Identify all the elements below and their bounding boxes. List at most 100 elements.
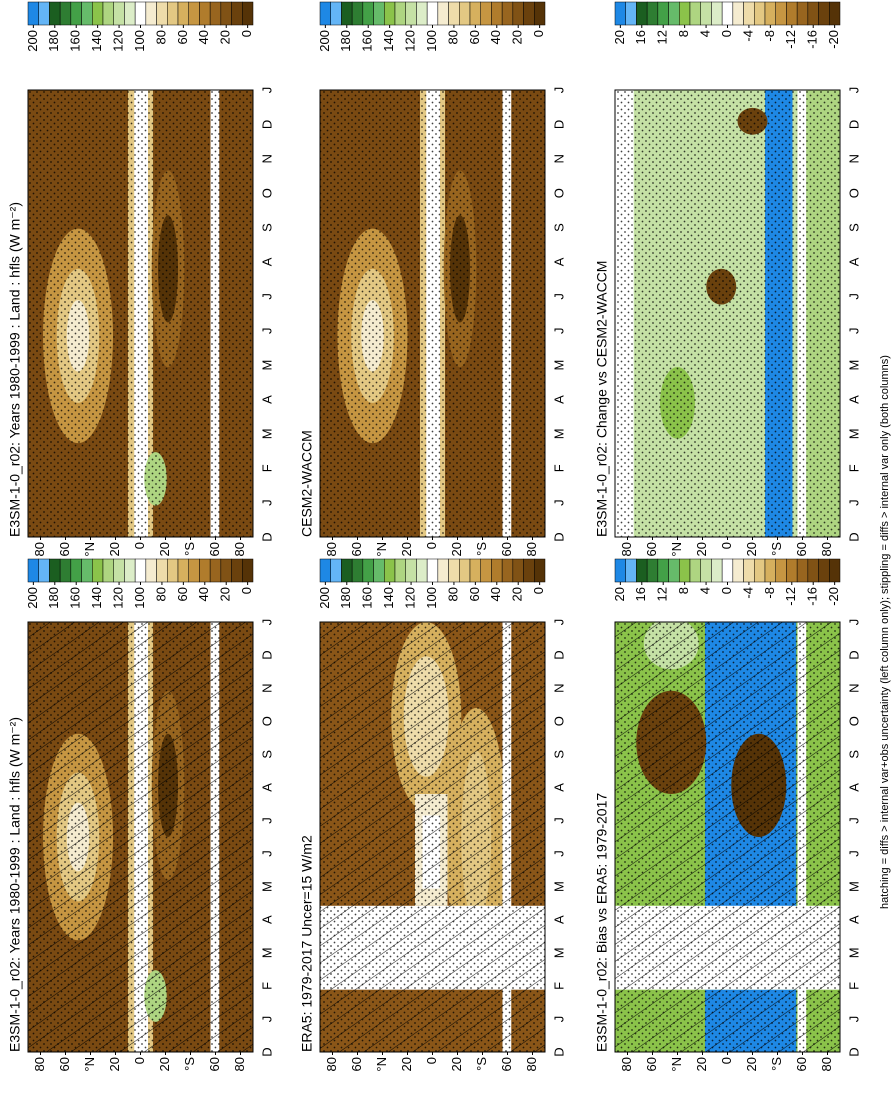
x-tick-label: A [551, 915, 566, 924]
colorbar-tick-label: 20 [218, 587, 233, 601]
x-tick-label: A [551, 395, 566, 404]
x-tick-label: J [551, 817, 566, 824]
x-tick-label: J [551, 619, 566, 626]
x-tick-label: J [259, 817, 274, 824]
contour-field [320, 622, 545, 1052]
colorbar-box [81, 1, 93, 26]
x-tick-label: J [259, 293, 274, 300]
panel-title: E3SM-1-0_r02: Years 1980-1999 : Land : h… [7, 202, 23, 537]
colorbar-tick-label: -8 [762, 587, 777, 599]
colorbar-box [167, 1, 179, 26]
y-tick-label: 60 [57, 1057, 72, 1071]
colorbar-box [480, 558, 492, 583]
stippling [615, 90, 840, 537]
x-tick-label: J [259, 619, 274, 626]
colorbar-box [469, 558, 481, 583]
colorbar-tick-label: 120 [403, 587, 418, 609]
x-tick-label: M [846, 360, 861, 371]
x-tick-label: A [259, 783, 274, 792]
colorbar-box [754, 558, 766, 583]
x-tick-label: D [551, 1047, 566, 1056]
x-tick-label: D [551, 120, 566, 129]
colorbar-tick-label: 160 [360, 587, 375, 609]
colorbar-box [764, 1, 776, 26]
colorbar-tick-label: 0 [239, 587, 254, 594]
colorbar-tick-label: -20 [826, 30, 841, 49]
y-tick-label: 80 [819, 542, 834, 556]
colorbar-tick-label: 40 [196, 30, 211, 44]
colorbar-tick-label: -4 [740, 587, 755, 599]
colorbar-tick-label: -12 [783, 587, 798, 606]
y-tick-label: 80 [232, 542, 247, 556]
y-tick-label: 20 [107, 542, 122, 556]
colorbar-box [341, 1, 353, 26]
stippling [28, 90, 253, 537]
colorbar-tick-label: 4 [698, 587, 713, 594]
colorbar-tick-label: 16 [633, 30, 648, 44]
colorbar-box [81, 558, 93, 583]
colorbar-box [775, 558, 787, 583]
colorbar-box [394, 558, 406, 583]
colorbar-tick-label: 0 [719, 30, 734, 37]
colorbar-box [177, 1, 189, 26]
colorbar-box [416, 558, 428, 583]
colorbar-tick-label: 180 [46, 587, 61, 609]
colorbar-box [786, 1, 798, 26]
colorbar-box [807, 1, 819, 26]
colorbar-box [459, 558, 471, 583]
colorbar-box [448, 1, 460, 26]
colorbar-box [373, 558, 385, 583]
colorbar-tick-label: 80 [153, 587, 168, 601]
colorbar-box [700, 558, 712, 583]
colorbar-box [156, 1, 168, 26]
colorbar-box [501, 1, 514, 26]
x-tick-label: N [551, 154, 566, 163]
y-tick-label: 80 [524, 1057, 539, 1071]
x-tick-label: S [551, 223, 566, 232]
y-tick-label: 0 [132, 542, 147, 549]
colorbar-box [27, 1, 39, 26]
x-tick-label: O [846, 716, 861, 726]
colorbar-tick-label: 80 [153, 30, 168, 44]
colorbar-tick-label: 140 [381, 30, 396, 52]
x-tick-label: D [551, 532, 566, 541]
x-tick-label: S [551, 750, 566, 759]
colorbar-box [384, 1, 396, 26]
colorbar-tick-label: 60 [175, 30, 190, 44]
colorbar-tick-label: 40 [196, 587, 211, 601]
colorbar-box [38, 1, 50, 26]
colorbar-box [405, 1, 417, 26]
colorbar-box [657, 1, 669, 26]
colorbar-box [668, 1, 680, 26]
colorbar-box [199, 1, 211, 26]
colorbar-box [134, 558, 147, 583]
y-tick-label: °N [669, 542, 684, 557]
colorbar-box [491, 1, 503, 26]
y-tick-label: 20 [399, 542, 414, 556]
colorbar-box [231, 558, 243, 583]
hatching [28, 622, 253, 1052]
x-tick-label: M [259, 947, 274, 958]
y-tick-label: 60 [207, 1057, 222, 1071]
colorbar-box [743, 558, 755, 583]
y-tick-label: 0 [424, 542, 439, 549]
y-tick-label: 80 [524, 542, 539, 556]
x-tick-label: O [551, 716, 566, 726]
y-tick-label: °N [82, 542, 97, 557]
colorbar-box [501, 558, 514, 583]
colorbar-box [92, 558, 104, 583]
x-tick-label: M [551, 947, 566, 958]
colorbar-box [646, 558, 659, 583]
colorbar-tick-label: -16 [805, 30, 820, 49]
colorbar-box [59, 558, 72, 583]
y-tick-label: °N [669, 1057, 684, 1072]
colorbar-box [796, 1, 809, 26]
y-tick-label: °S [182, 542, 197, 556]
colorbar-tick-label: 140 [381, 587, 396, 609]
x-tick-label: M [259, 881, 274, 892]
colorbar-tick-label: 100 [132, 30, 147, 52]
colorbar-tick-label: 20 [510, 30, 525, 44]
colorbar-tick-label: 120 [111, 587, 126, 609]
colorbar-tick-label: -16 [805, 587, 820, 606]
x-tick-label: A [846, 257, 861, 266]
